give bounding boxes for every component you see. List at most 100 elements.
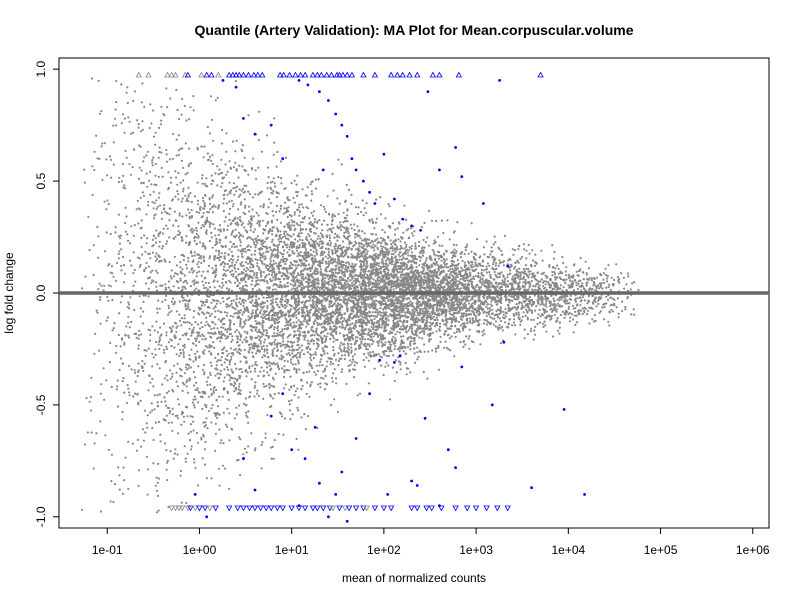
gene-point xyxy=(377,288,380,291)
gene-point xyxy=(481,277,484,280)
gene-point xyxy=(298,232,301,235)
gene-point xyxy=(351,322,354,325)
gene-point xyxy=(453,301,456,304)
gene-point xyxy=(373,249,376,252)
gene-point xyxy=(633,281,636,284)
gene-point xyxy=(240,223,243,227)
gene-point xyxy=(174,235,177,238)
gene-point xyxy=(527,268,530,271)
gene-point xyxy=(417,245,420,248)
gene-point xyxy=(124,206,127,209)
gene-point xyxy=(242,453,245,456)
gene-point xyxy=(213,412,216,415)
gene-point xyxy=(476,238,479,241)
gene-point xyxy=(289,354,292,357)
gene-point xyxy=(289,375,292,378)
gene-point xyxy=(141,191,144,194)
gene-point xyxy=(146,150,149,153)
gene-point xyxy=(319,237,322,240)
gene-point xyxy=(164,442,167,445)
gene-point xyxy=(175,322,178,325)
gene-point xyxy=(506,280,509,283)
gene-point xyxy=(289,241,293,244)
gene-point xyxy=(459,278,462,281)
gene-point xyxy=(362,257,365,260)
gene-point xyxy=(215,302,218,305)
gene-point xyxy=(577,282,580,285)
gene-point xyxy=(324,340,327,343)
gene-point xyxy=(190,268,193,271)
gene-point xyxy=(338,236,341,239)
gene-point xyxy=(195,227,198,230)
gene-point xyxy=(113,117,117,120)
gene-point xyxy=(226,228,229,231)
gene-point xyxy=(562,286,565,289)
gene-point xyxy=(220,142,223,145)
gene-point xyxy=(386,248,389,251)
gene-point xyxy=(491,308,494,311)
gene-point xyxy=(118,176,121,179)
gene-point xyxy=(251,364,254,367)
gene-point xyxy=(312,250,315,253)
gene-point xyxy=(570,282,573,285)
gene-point xyxy=(347,324,350,327)
gene-point xyxy=(179,261,182,264)
gene-point xyxy=(217,228,220,231)
gene-point xyxy=(156,394,159,397)
gene-point xyxy=(155,199,158,202)
gene-point xyxy=(154,353,157,356)
gene-point xyxy=(486,262,490,265)
gene-point xyxy=(204,440,207,444)
gene-point xyxy=(130,368,133,371)
gene-point xyxy=(176,183,179,186)
gene-point xyxy=(234,348,237,351)
gene-point xyxy=(192,370,195,374)
gene-point xyxy=(179,147,182,150)
gene-point xyxy=(284,201,287,204)
gene-point xyxy=(485,271,488,274)
gene-point xyxy=(377,344,380,347)
gene-point xyxy=(629,288,632,291)
gene-point xyxy=(298,330,301,333)
gene-point xyxy=(413,313,416,316)
gene-point xyxy=(337,213,340,216)
gene-point xyxy=(395,287,398,290)
gene-point xyxy=(134,371,137,374)
gene-point xyxy=(545,300,548,303)
gene-point xyxy=(384,365,387,368)
gene-point xyxy=(210,182,213,186)
gene-point xyxy=(295,314,298,317)
gene-point xyxy=(463,302,466,305)
gene-point xyxy=(259,279,262,282)
gene-point xyxy=(624,308,627,311)
gene-point xyxy=(494,325,497,328)
gene-point xyxy=(323,352,326,355)
gene-point xyxy=(308,342,311,345)
gene-point xyxy=(130,225,133,228)
gene-point xyxy=(184,460,187,463)
gene-point xyxy=(212,139,215,142)
gene-point xyxy=(448,299,451,302)
gene-point xyxy=(155,281,158,284)
gene-point xyxy=(394,250,397,254)
gene-point xyxy=(424,310,427,313)
gene-point xyxy=(610,308,613,311)
gene-point xyxy=(239,216,242,219)
gene-point xyxy=(227,253,230,256)
gene-point xyxy=(177,149,180,152)
gene-point xyxy=(255,298,258,301)
gene-point xyxy=(477,272,480,275)
gene-point xyxy=(602,303,605,306)
gene-point xyxy=(350,343,353,346)
gene-point xyxy=(346,300,349,303)
gene-point xyxy=(272,397,275,400)
gene-point xyxy=(261,441,264,444)
gene-point xyxy=(493,314,496,317)
gene-point xyxy=(197,312,200,315)
gene-point xyxy=(278,411,281,414)
gene-point xyxy=(167,304,170,307)
gene-point xyxy=(245,284,248,287)
gene-point xyxy=(239,349,243,352)
gene-point xyxy=(326,352,329,355)
gene-point xyxy=(405,229,408,232)
